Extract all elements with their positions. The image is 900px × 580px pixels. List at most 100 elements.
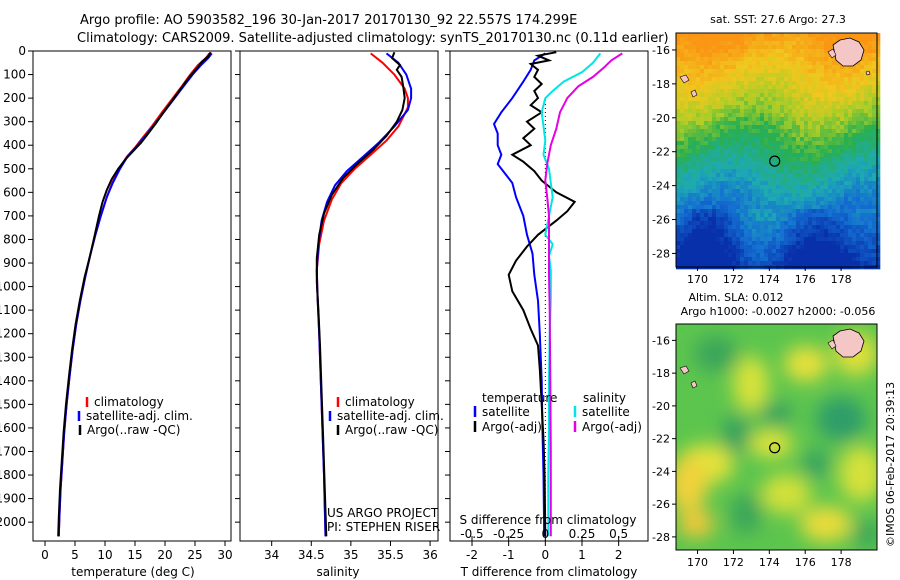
y-tick-label: 700 <box>3 209 26 223</box>
sst-map-frame <box>675 32 878 268</box>
y-tick-label: 1200 <box>0 327 26 341</box>
x-tick-label: 34.5 <box>298 548 325 562</box>
fiji-island-shape <box>832 328 865 358</box>
temperature-frame <box>32 50 232 542</box>
map-y-tick-label: -24 <box>652 180 670 193</box>
project-label: US ARGO PROJECT <box>327 506 439 520</box>
legend-argo-label: Argo(..raw -QC) <box>345 423 438 437</box>
y-tick-label: 1300 <box>0 350 26 364</box>
map-y-tick-label: -24 <box>652 465 670 478</box>
t-difference-xlabel: T difference from climatology <box>460 565 638 579</box>
series-line <box>315 52 413 537</box>
y-tick-label: 900 <box>3 256 26 270</box>
map-x-tick-label: 178 <box>831 556 852 569</box>
y-tick-label: 1800 <box>0 468 26 482</box>
sla-coastlines <box>679 328 865 389</box>
legend-argo-label: Argo(..raw -QC) <box>87 423 180 437</box>
map-y-tick-label: -16 <box>652 44 670 57</box>
map-x-tick-label: 172 <box>723 556 744 569</box>
y-tick-label: 1400 <box>0 374 26 388</box>
argo-location-marker <box>769 155 781 167</box>
map-x-tick-label: 174 <box>759 273 780 286</box>
island-shape <box>690 380 698 389</box>
s-tick-label: 0.25 <box>569 527 596 541</box>
temperature-panel: 0100200300400500600700800900100011001200… <box>0 44 233 579</box>
map-x-tick-label: 176 <box>795 556 816 569</box>
series-line <box>315 51 406 537</box>
map-x-tick-label: 174 <box>759 556 780 569</box>
temperature-x-axis: 0 5 10 15 20 25 30 <box>41 541 233 562</box>
sla-map-axes: 170 172 174 176 178 -16 -18 -20 -22 -24 -26 -28 <box>652 334 852 569</box>
map-y-tick-label: -28 <box>652 531 670 544</box>
sla-map-subtitle: Argo h1000: -0.0027 h2000: -0.056 <box>681 305 876 318</box>
x-tick-label: 35.5 <box>377 548 404 562</box>
s-tick-label: 0 <box>542 527 550 541</box>
legend-satellite-label: satellite-adj. clim. <box>337 409 444 423</box>
legend-temp-satellite-label: satellite <box>482 405 530 419</box>
y-tick-label: 300 <box>3 115 26 129</box>
sst-map-axes: 170 172 174 176 178 -16 -18 -20 -22 -24 -26 -28 <box>652 44 852 286</box>
difference-legend: temperature salinity satellite Argo(-adj… <box>473 391 642 434</box>
y-tick-label: 500 <box>3 162 26 176</box>
imos-credit: ©IMOS 06-Feb-2017 20:39:13 <box>884 382 897 547</box>
sst-map-title: sat. SST: 27.6 Argo: 27.3 <box>710 13 846 26</box>
map-y-tick-label: -16 <box>652 334 670 347</box>
y-tick-label: 1500 <box>0 397 26 411</box>
x-tick-label: 10 <box>97 548 112 562</box>
series-line <box>544 52 623 537</box>
x-tick-label: 1 <box>578 548 586 562</box>
x-tick-label: 25 <box>187 548 202 562</box>
x-tick-label: 20 <box>157 548 172 562</box>
x-tick-label: 0 <box>542 548 550 562</box>
legend-sal-argo-label: Argo(-adj) <box>582 420 642 434</box>
map-y-tick-label: -26 <box>652 498 670 511</box>
sla-map-title: Altim. SLA: 0.012 <box>688 291 783 304</box>
legend-salinity-header: salinity <box>583 391 626 405</box>
map-y-tick-label: -22 <box>652 433 670 446</box>
map-x-tick-label: 170 <box>687 273 708 286</box>
x-tick-label: 0 <box>41 548 49 562</box>
x-tick-label: 36 <box>422 548 437 562</box>
x-tick-label: 2 <box>615 548 623 562</box>
island-shape <box>679 365 690 375</box>
y-tick-label: 1600 <box>0 421 26 435</box>
header-line-1: Argo profile: AO 5903582_196 30-Jan-2017… <box>80 13 577 28</box>
legend-satellite-label: satellite-adj. clim. <box>86 409 193 423</box>
legend-sal-satellite-label: satellite <box>582 405 630 419</box>
salinity-legend: climatology satellite-adj. clim. Argo(..… <box>328 395 444 437</box>
depth-axis: 0 100 200 300 400 500 600 700 800 900 1000 1100 1200… <box>0 44 33 529</box>
s-tick-label: -0.25 <box>493 527 524 541</box>
s-tick-label: 0.5 <box>609 527 628 541</box>
x-tick-label: 35 <box>343 548 358 562</box>
salinity-frame <box>239 50 439 542</box>
salinity-lines <box>315 51 413 537</box>
legend-temp-argo-label: Argo(-adj) <box>482 420 542 434</box>
y-tick-label: 100 <box>3 68 26 82</box>
temperature-legend: climatology satellite-adj. clim. Argo(..… <box>77 395 193 437</box>
y-tick-label: 1100 <box>0 303 26 317</box>
y-tick-label: 2000 <box>0 515 26 529</box>
x-tick-label: -1 <box>503 548 515 562</box>
x-tick-label: 34 <box>264 548 279 562</box>
y-tick-label: 600 <box>3 185 26 199</box>
island-shape <box>865 70 871 76</box>
x-tick-label: 30 <box>217 548 232 562</box>
difference-y-ticks <box>445 50 450 523</box>
fiji-island-shape <box>832 37 865 67</box>
y-tick-label: 200 <box>3 91 26 105</box>
salinity-y-ticks <box>235 50 240 523</box>
difference-x-axis: -2 -1 0 1 2 <box>466 541 622 562</box>
legend-climatology-label: climatology <box>345 395 415 409</box>
argo-location-marker <box>769 442 781 454</box>
island-shape <box>690 89 698 98</box>
island-shape <box>827 339 837 350</box>
series-line <box>507 51 577 537</box>
temperature-xlabel: temperature (deg C) <box>71 565 194 579</box>
difference-frame <box>449 50 649 542</box>
y-tick-label: 1000 <box>0 280 26 294</box>
s-difference-ticks: -0.5 -0.25 0 0.25 0.5 <box>460 527 628 541</box>
island-shape <box>679 74 690 84</box>
map-y-tick-label: -22 <box>652 146 670 159</box>
sla-map-frame <box>675 323 878 551</box>
temperature-lines <box>57 51 213 537</box>
